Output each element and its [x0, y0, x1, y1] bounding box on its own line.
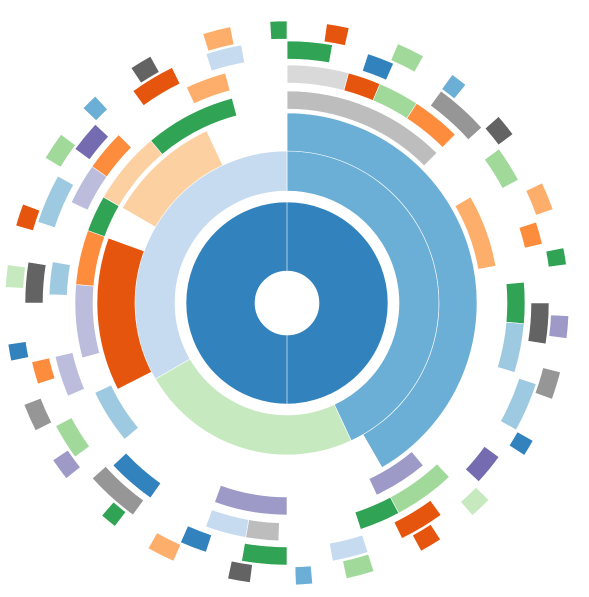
arc-segment [7, 341, 29, 362]
arc-segment [542, 335, 568, 373]
arc-segment [548, 264, 570, 317]
arc-segment [286, 112, 478, 468]
arc-segment [497, 321, 525, 373]
arc-segment [54, 352, 85, 397]
arc-segment [286, 20, 328, 42]
arc-segment [269, 20, 288, 40]
arc-segment [24, 302, 50, 363]
arc-segment [5, 264, 26, 289]
arc-segment [24, 261, 47, 304]
arc-segment [294, 565, 313, 586]
arc-segment [245, 519, 280, 542]
arc-segment [310, 560, 347, 585]
arc-segment [230, 21, 272, 45]
arc-segment [48, 261, 71, 296]
arc-segment [286, 64, 349, 91]
arc-segment [227, 560, 253, 583]
arc-segment [505, 281, 526, 325]
arc-segment [545, 247, 567, 268]
arc-segment [205, 509, 250, 538]
arc-segment [74, 284, 100, 359]
arc-segment [524, 243, 550, 304]
arc-segment [527, 302, 550, 345]
arc-segment [286, 40, 333, 64]
arc-segment [185, 201, 389, 405]
arc-segment [206, 112, 288, 166]
arc-segment [48, 294, 73, 357]
arc-segment [225, 64, 288, 91]
arc-segment [278, 511, 361, 542]
arc-segment [249, 564, 296, 586]
arc-segment [241, 542, 288, 566]
arc-segment [286, 542, 333, 566]
arc-segment [231, 90, 288, 116]
arc-segment [4, 287, 27, 345]
arc-segment [323, 23, 350, 46]
arc-segment [241, 40, 288, 64]
arc-segment [548, 314, 570, 339]
